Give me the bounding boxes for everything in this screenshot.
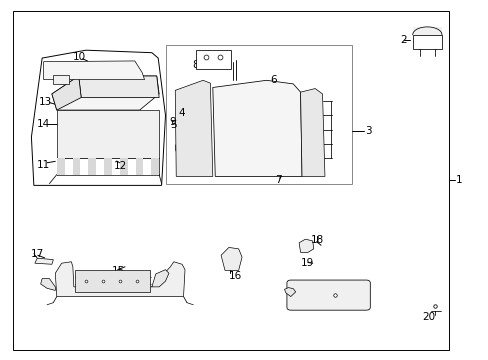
Text: 18: 18: [310, 235, 323, 245]
Text: 11: 11: [37, 159, 50, 170]
Text: 10: 10: [72, 52, 85, 62]
Polygon shape: [35, 258, 53, 264]
Text: 8: 8: [192, 60, 199, 70]
Bar: [166, 45, 351, 184]
Polygon shape: [300, 89, 325, 176]
FancyBboxPatch shape: [286, 280, 369, 310]
Text: 9: 9: [169, 117, 176, 127]
Polygon shape: [43, 61, 144, 80]
Text: 2: 2: [400, 35, 407, 45]
Polygon shape: [79, 76, 159, 98]
Text: 7: 7: [274, 175, 281, 185]
Bar: [72, 158, 80, 175]
Polygon shape: [212, 80, 302, 176]
Bar: [135, 158, 143, 175]
Bar: [13, 12, 448, 350]
Bar: [120, 158, 127, 175]
Polygon shape: [299, 239, 313, 252]
Text: 3: 3: [365, 126, 371, 135]
Bar: [412, 35, 441, 49]
Text: 6: 6: [270, 75, 276, 85]
Bar: [195, 50, 230, 69]
Polygon shape: [284, 288, 295, 297]
Polygon shape: [152, 270, 168, 287]
Polygon shape: [31, 50, 165, 185]
Text: 16: 16: [228, 271, 241, 281]
Text: 14: 14: [37, 119, 50, 129]
Bar: [57, 158, 64, 175]
Text: 13: 13: [39, 97, 52, 107]
Polygon shape: [55, 262, 184, 297]
Polygon shape: [221, 247, 242, 270]
Text: 4: 4: [178, 108, 185, 118]
Polygon shape: [52, 76, 159, 110]
Text: 15: 15: [112, 266, 125, 276]
Text: 1: 1: [455, 175, 462, 185]
Text: 12: 12: [114, 161, 127, 171]
Bar: [75, 270, 150, 292]
Bar: [104, 158, 112, 175]
Bar: [88, 158, 96, 175]
Polygon shape: [52, 76, 81, 110]
Text: 5: 5: [170, 121, 177, 130]
Bar: [151, 158, 159, 175]
Polygon shape: [57, 110, 159, 158]
Polygon shape: [41, 279, 56, 291]
Text: 17: 17: [31, 248, 44, 258]
Text: 20: 20: [422, 312, 434, 322]
Polygon shape: [53, 75, 69, 84]
Polygon shape: [175, 80, 212, 176]
Text: 19: 19: [301, 258, 314, 268]
